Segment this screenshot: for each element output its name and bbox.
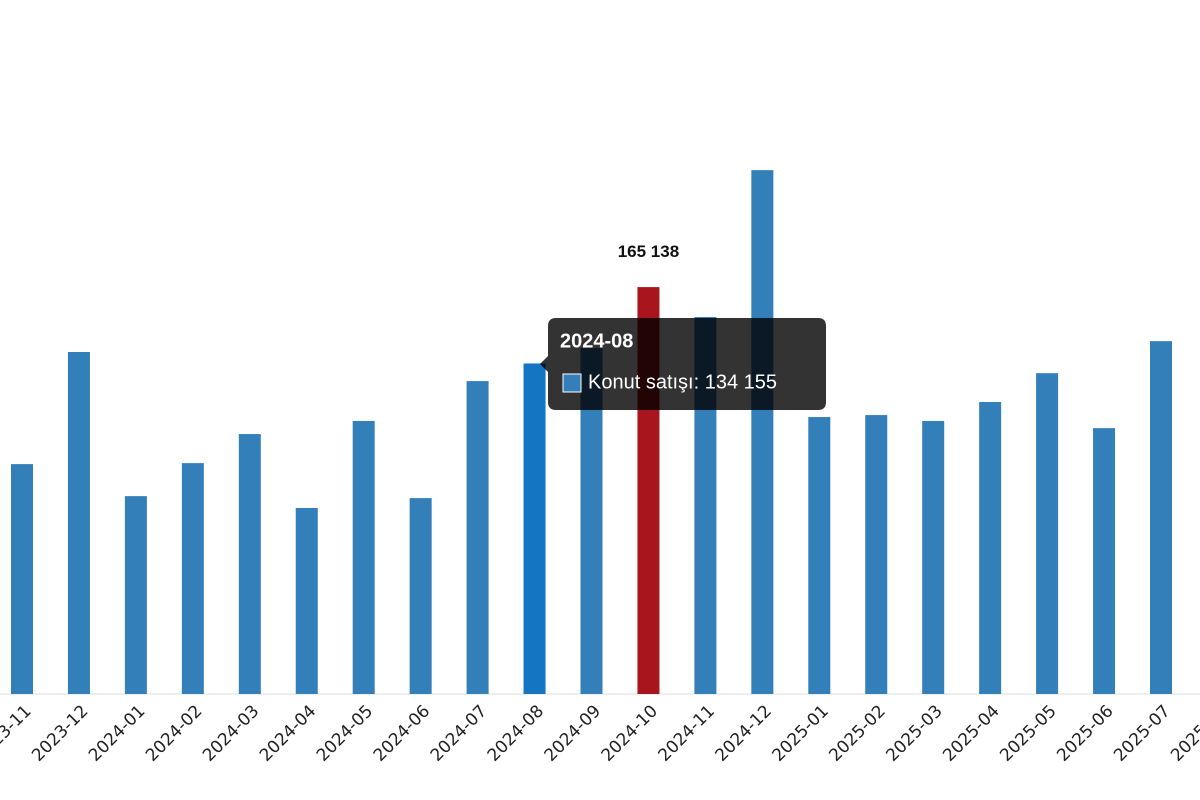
bar (1036, 373, 1059, 694)
bar (808, 417, 831, 694)
x-tick-label: 2025-02 (825, 701, 889, 765)
x-tick-label: 2024-01 (85, 701, 149, 765)
tooltip-box (540, 318, 826, 410)
x-tick-label: 2023-11 (0, 701, 36, 765)
x-tick-label: 2025-06 (1053, 701, 1117, 765)
x-tick-label: 2024-05 (313, 701, 377, 765)
bar (865, 415, 888, 694)
data-label: 165 138 (618, 242, 679, 261)
x-tick-label: 2024-02 (142, 701, 206, 765)
bar (580, 348, 603, 694)
x-tick-label: 2023-12 (28, 701, 92, 765)
x-tick-label: 2025-07 (1110, 701, 1174, 765)
x-tick-label: 2024-12 (712, 701, 776, 765)
tooltip-title: 2024-08 (560, 330, 633, 352)
bar (1150, 341, 1172, 694)
x-tick-label: 2025-05 (996, 701, 1060, 765)
x-tick-label: 2024-03 (199, 701, 263, 765)
bars (11, 170, 1172, 695)
x-tick-label: 2024-09 (541, 701, 605, 765)
x-tick-label: 2025-01 (768, 701, 832, 765)
bar (523, 363, 546, 694)
tooltip: 2024-08 Konut satışı: 134 155 (540, 318, 826, 410)
x-tick-label: 2024-11 (655, 701, 719, 765)
tooltip-swatch (562, 373, 582, 393)
x-tick-label: 2025-04 (939, 701, 1003, 765)
tooltip-text: Konut satışı: 134 155 (588, 371, 777, 393)
bar (751, 170, 774, 695)
x-tick-label: 2024-06 (370, 701, 434, 765)
bar (295, 507, 318, 694)
bar (979, 402, 1002, 694)
bar (11, 464, 33, 694)
bar (409, 498, 432, 694)
bar (124, 496, 147, 694)
bar (67, 351, 90, 694)
x-tick-label: 2024-07 (427, 701, 491, 765)
x-tick-label: 2025-08 (1167, 701, 1200, 765)
x-tick-label: 2024-10 (598, 701, 662, 765)
bar (238, 434, 261, 694)
bar (181, 463, 204, 694)
x-tick-label: 2024-08 (484, 701, 548, 765)
bar (466, 381, 489, 694)
x-tick-label: 2025-03 (882, 701, 946, 765)
bar (922, 420, 945, 694)
bar (352, 420, 375, 694)
bar (694, 317, 717, 694)
bar (1093, 428, 1116, 694)
x-tick-label: 2024-04 (256, 701, 320, 765)
